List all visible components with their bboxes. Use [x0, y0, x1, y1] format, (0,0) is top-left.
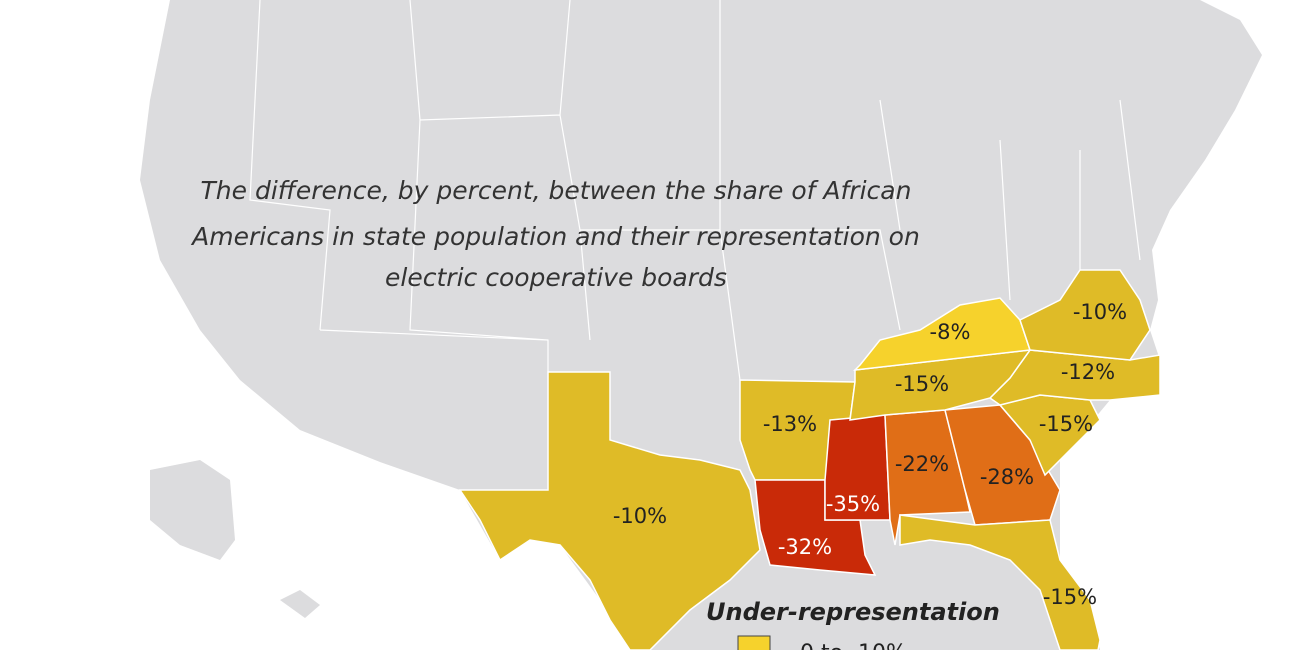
legend-title: Under-representation	[706, 598, 1000, 626]
state-region	[1019, 269, 1151, 361]
region-label: -8%	[930, 320, 971, 344]
islands	[280, 590, 320, 618]
region-label: -32%	[778, 535, 832, 559]
region-label: -15%	[1039, 412, 1093, 436]
region-label: -28%	[980, 465, 1034, 489]
region-label: -35%	[826, 492, 880, 516]
state-region	[899, 514, 1101, 650]
state-region	[849, 349, 1032, 421]
state-borders	[249, 0, 1141, 381]
region-label: -10%	[613, 504, 667, 528]
region-label: -22%	[895, 452, 949, 476]
subtitle-line: electric cooperative boards	[385, 263, 727, 292]
alaska	[150, 460, 235, 560]
state-region	[852, 297, 1032, 371]
subtitle-line: Americans in state population and their …	[190, 222, 920, 251]
legend-swatch	[737, 635, 771, 650]
legend-label: 0 to -10%	[800, 641, 907, 650]
state-region	[458, 371, 761, 650]
region-label: -10%	[1073, 300, 1127, 324]
region-label: -13%	[763, 412, 817, 436]
region-label: -12%	[1061, 360, 1115, 384]
region-label: -15%	[895, 372, 949, 396]
region-label: -15%	[1043, 585, 1097, 609]
subtitle-line: The difference, by percent, between the …	[201, 176, 912, 205]
